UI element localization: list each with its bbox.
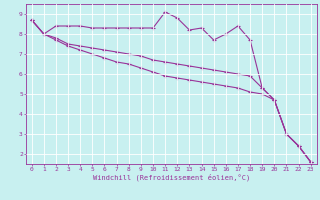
- X-axis label: Windchill (Refroidissement éolien,°C): Windchill (Refroidissement éolien,°C): [92, 173, 250, 181]
